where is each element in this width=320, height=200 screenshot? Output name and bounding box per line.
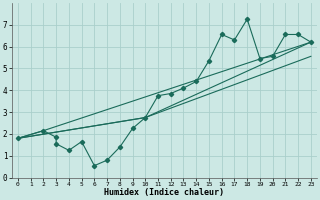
X-axis label: Humidex (Indice chaleur): Humidex (Indice chaleur) (104, 188, 224, 197)
